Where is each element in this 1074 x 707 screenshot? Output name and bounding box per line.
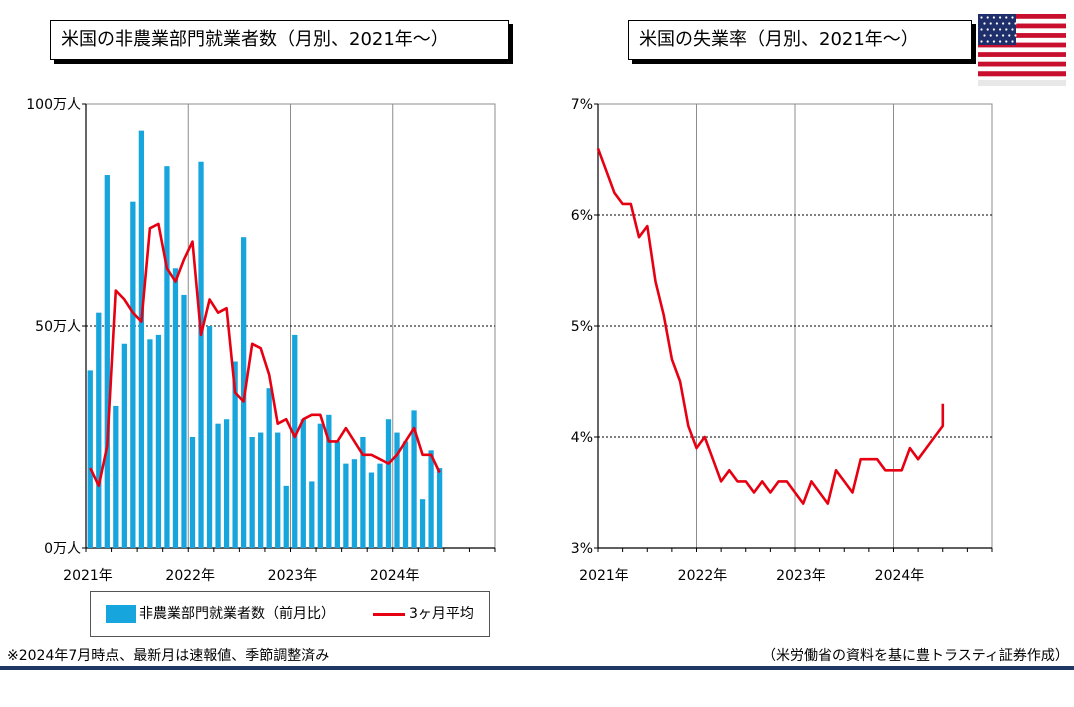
x-tick-label: 2022年 — [678, 568, 728, 584]
bar — [309, 481, 315, 548]
bar — [334, 441, 341, 548]
x-tick-label: 2024年 — [875, 568, 925, 584]
footnote: ※2024年7月時点、最新月は速報値、季節調整済み — [7, 648, 330, 664]
bar — [402, 441, 409, 548]
legend-line-swatch — [373, 613, 405, 616]
bar — [87, 370, 93, 548]
y-tick-label: 3% — [571, 541, 593, 557]
x-tick-label: 2022年 — [165, 568, 215, 584]
bar — [138, 130, 145, 548]
left-chart-title: 米国の非農業部門就業者数（月別、2021年～） — [50, 20, 509, 60]
y-tick-label: 50万人 — [35, 319, 81, 335]
bar — [104, 175, 110, 549]
bar — [121, 343, 127, 548]
bar — [360, 437, 366, 548]
bar — [206, 326, 213, 548]
y-tick-label: 5% — [571, 319, 593, 335]
x-tick-label: 2024年 — [370, 568, 420, 584]
x-tick-label: 2023年 — [268, 568, 318, 584]
bar — [147, 339, 153, 548]
bar — [428, 450, 434, 548]
y-tick-label: 100万人 — [26, 97, 81, 113]
legend-line-label: 3ヶ月平均 — [409, 606, 474, 622]
bar — [266, 388, 272, 548]
left-chart-legend: 非農業部門就業者数（前月比） 3ヶ月平均 — [90, 591, 490, 637]
series-line — [89, 222, 441, 488]
bar — [181, 294, 187, 548]
bar — [419, 499, 426, 548]
bar — [351, 459, 358, 548]
x-tick-label: 2023年 — [776, 568, 826, 584]
bar — [385, 419, 392, 548]
bar — [275, 432, 281, 548]
bar — [172, 268, 179, 548]
y-tick-label: 6% — [571, 208, 593, 224]
legend-bar-label: 非農業部門就業者数（前月比） — [139, 606, 335, 622]
y-tick-label: 4% — [571, 430, 593, 446]
bottom-rule — [0, 666, 1074, 670]
bar — [300, 419, 306, 548]
bar — [130, 201, 136, 548]
legend-bar-swatch — [106, 605, 136, 623]
bar — [394, 432, 400, 548]
bar — [283, 485, 289, 548]
bar — [343, 463, 349, 548]
source-note: （米労働省の資料を基に豊トラスティ証券作成） — [762, 648, 1069, 664]
bar — [113, 405, 119, 548]
bar — [326, 414, 332, 548]
bar — [215, 423, 221, 548]
bar — [155, 334, 162, 548]
bar — [258, 432, 264, 548]
series-line — [596, 147, 945, 505]
x-tick-label: 2021年 — [579, 568, 629, 584]
bar — [96, 312, 102, 548]
bar — [223, 419, 230, 548]
bar — [249, 437, 255, 548]
bar — [377, 463, 383, 548]
bar — [232, 361, 238, 548]
bar — [189, 437, 196, 548]
x-tick-label: 2021年 — [63, 568, 113, 584]
right-chart-title: 米国の失業率（月別、2021年～） — [628, 20, 972, 60]
bar — [198, 161, 204, 548]
bar — [317, 423, 323, 548]
bar — [411, 410, 417, 548]
bar — [164, 166, 170, 548]
bar — [368, 472, 375, 548]
y-tick-label: 0万人 — [44, 541, 81, 557]
bar — [292, 334, 298, 548]
y-tick-label: 7% — [571, 97, 593, 113]
bar — [436, 468, 443, 548]
